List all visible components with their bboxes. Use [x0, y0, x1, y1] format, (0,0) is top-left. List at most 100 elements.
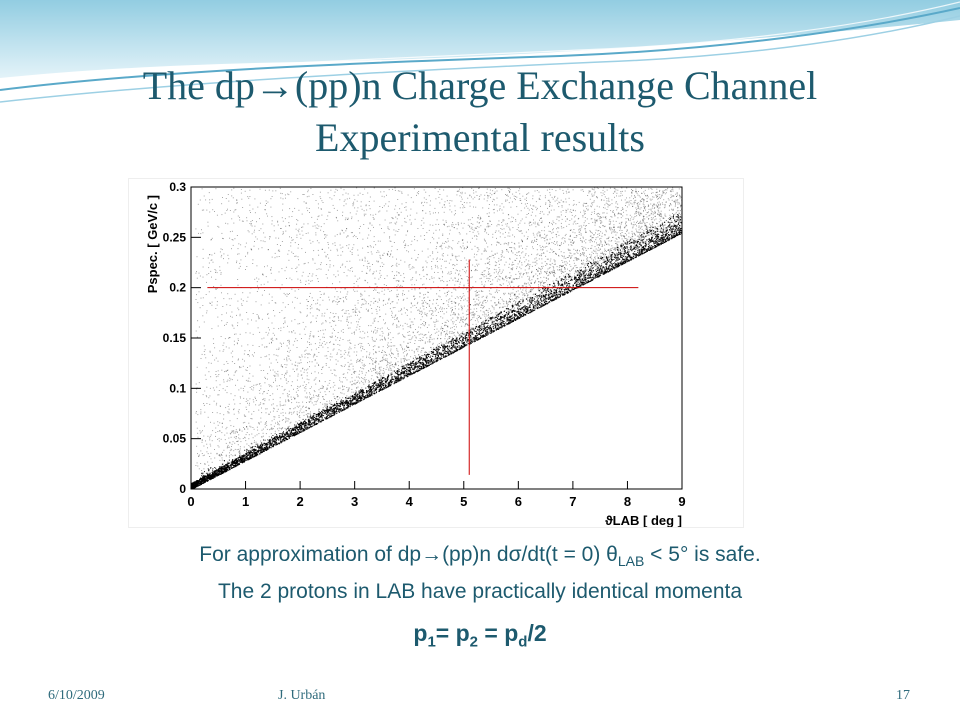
scatter-point	[664, 213, 666, 215]
scatter-point	[369, 363, 371, 365]
scatter-point	[521, 218, 523, 220]
scatter-point	[582, 252, 584, 254]
scatter-point	[254, 225, 256, 227]
scatter-point	[264, 439, 266, 441]
scatter-point	[246, 409, 248, 410]
scatter-point	[365, 379, 367, 380]
scatter-point	[414, 298, 416, 299]
scatter-point	[242, 365, 244, 367]
scatter-point	[550, 289, 552, 291]
scatter-point	[300, 421, 302, 423]
scatter-point	[511, 308, 512, 310]
scatter-point	[319, 291, 321, 292]
scatter-point	[297, 198, 299, 200]
scatter-point	[471, 226, 473, 228]
scatter-point	[450, 272, 452, 274]
scatter-point	[389, 365, 391, 367]
scatter-point	[253, 387, 255, 389]
scatter-point	[588, 190, 590, 192]
scatter-point	[233, 399, 235, 401]
scatter-point	[432, 212, 434, 214]
scatter-point	[478, 303, 480, 305]
scatter-point	[307, 420, 309, 422]
scatter-point	[339, 298, 341, 300]
scatter-point	[629, 197, 631, 199]
scatter-point	[487, 195, 489, 197]
scatter-point	[655, 245, 657, 247]
scatter-point	[604, 225, 606, 227]
scatter-point	[635, 207, 637, 209]
scatter-point	[444, 224, 445, 226]
scatter-point	[291, 239, 293, 241]
scatter-point	[482, 327, 484, 329]
scatter-point	[473, 315, 475, 316]
scatter-point	[513, 198, 515, 200]
scatter-point	[562, 256, 564, 257]
scatter-point	[307, 223, 309, 225]
scatter-point	[472, 223, 474, 225]
scatter-point	[317, 216, 319, 218]
scatter-point	[498, 263, 500, 265]
scatter-point	[533, 219, 534, 221]
scatter-point	[314, 359, 316, 361]
scatter-point	[277, 422, 279, 424]
scatter-point	[354, 311, 356, 313]
scatter-point	[201, 472, 202, 474]
scatter-point	[513, 264, 515, 265]
scatter-point	[460, 192, 462, 194]
scatter-point	[387, 226, 389, 228]
scatter-point	[665, 201, 667, 203]
scatter-point	[379, 316, 381, 317]
scatter-point	[635, 255, 637, 257]
scatter-point	[463, 202, 465, 203]
scatter-point	[435, 309, 437, 311]
scatter-point	[331, 414, 333, 416]
scatter-point	[568, 238, 570, 240]
scatter-point	[633, 247, 635, 249]
scatter-point	[237, 307, 239, 309]
scatter-point	[212, 338, 214, 340]
scatter-point	[565, 277, 567, 279]
scatter-point	[320, 294, 322, 295]
scatter-point	[336, 250, 338, 252]
scatter-point	[661, 195, 663, 197]
scatter-point	[240, 244, 242, 246]
scatter-point	[572, 289, 574, 290]
scatter-point	[465, 323, 467, 325]
scatter-point	[620, 222, 622, 224]
scatter-point	[604, 241, 606, 243]
scatter-point	[643, 199, 645, 201]
scatter-point	[614, 196, 615, 198]
scatter-point	[521, 285, 523, 287]
scatter-point	[323, 333, 325, 335]
scatter-point	[248, 438, 250, 440]
scatter-point	[566, 262, 568, 264]
scatter-point	[538, 281, 540, 283]
scatter-point	[328, 296, 330, 298]
scatter-point	[589, 275, 590, 277]
scatter-point	[219, 269, 221, 271]
scatter-point	[227, 208, 228, 210]
scatter-point	[644, 206, 646, 208]
scatter-point	[608, 220, 610, 222]
scatter-point	[531, 301, 533, 303]
scatter-point	[434, 332, 436, 334]
scatter-point	[305, 410, 307, 412]
scatter-point	[195, 228, 197, 230]
scatter-point	[669, 237, 671, 238]
scatter-point	[356, 290, 358, 292]
scatter-point	[587, 205, 589, 207]
scatter-point	[623, 262, 625, 264]
scatter-point	[518, 271, 520, 273]
scatter-point	[678, 212, 680, 214]
scatter-point	[566, 291, 568, 292]
scatter-point	[625, 210, 627, 212]
scatter-point	[531, 289, 533, 291]
scatter-point	[347, 340, 349, 342]
scatter-point	[509, 191, 511, 193]
scatter-point	[673, 237, 675, 239]
scatter-point	[414, 236, 416, 238]
scatter-point	[264, 423, 266, 425]
scatter-point	[603, 187, 605, 189]
scatter-point	[380, 389, 382, 391]
